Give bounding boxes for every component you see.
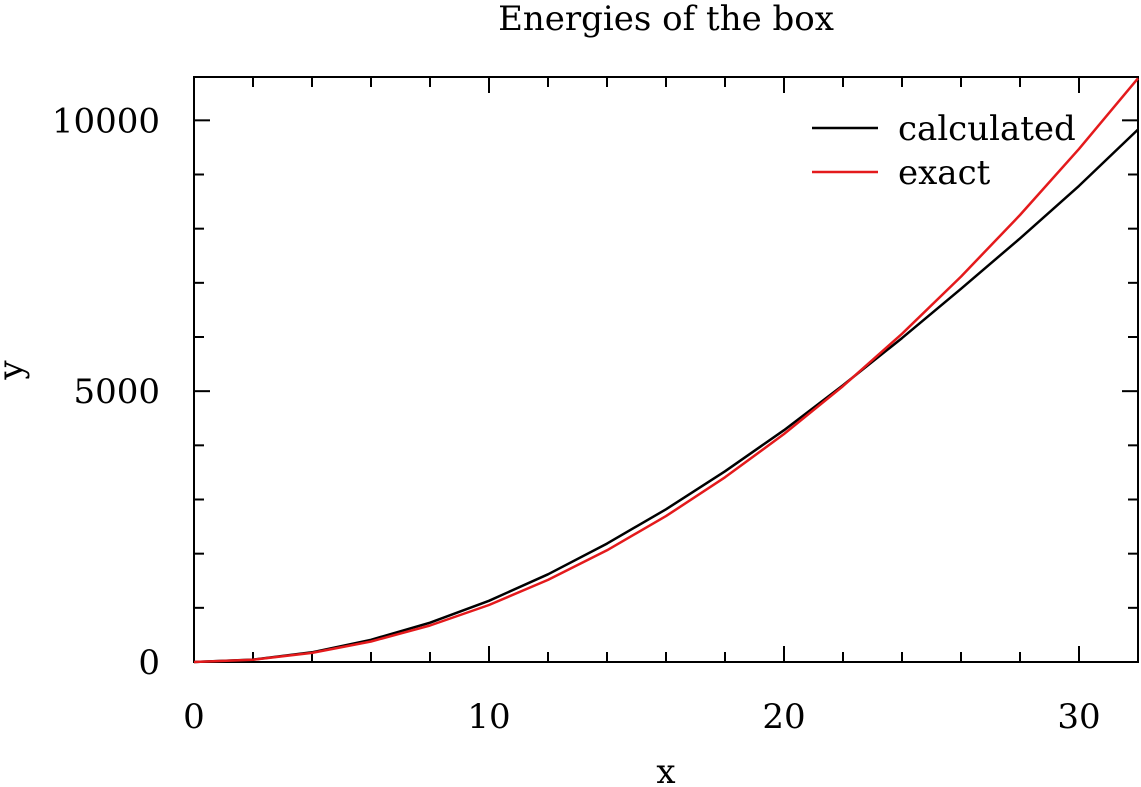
series-line-calculated	[193, 128, 1139, 664]
x-tick-label: 20	[762, 697, 805, 737]
y-tick-label: 10000	[52, 101, 160, 141]
x-tick-label: 10	[467, 697, 510, 737]
x-tick-label: 0	[183, 697, 205, 737]
plot-area	[193, 76, 1139, 663]
tick-labels: 0 10 20 30 0 5000 10000	[52, 101, 1101, 737]
plot-border	[193, 76, 1139, 663]
axis-ticks	[193, 77, 1139, 663]
series-line-exact	[193, 77, 1139, 664]
series-lines	[193, 77, 1139, 664]
x-axis-label: x	[656, 752, 675, 787]
y-tick-label: 0	[138, 643, 160, 683]
y-tick-label: 5000	[73, 372, 160, 412]
legend-label-calculated: calculated	[898, 109, 1076, 149]
y-axis-label: y	[0, 360, 31, 381]
x-tick-label: 30	[1057, 697, 1100, 737]
legend-label-exact: exact	[898, 153, 991, 193]
chart-title: Energies of the box	[498, 0, 834, 39]
